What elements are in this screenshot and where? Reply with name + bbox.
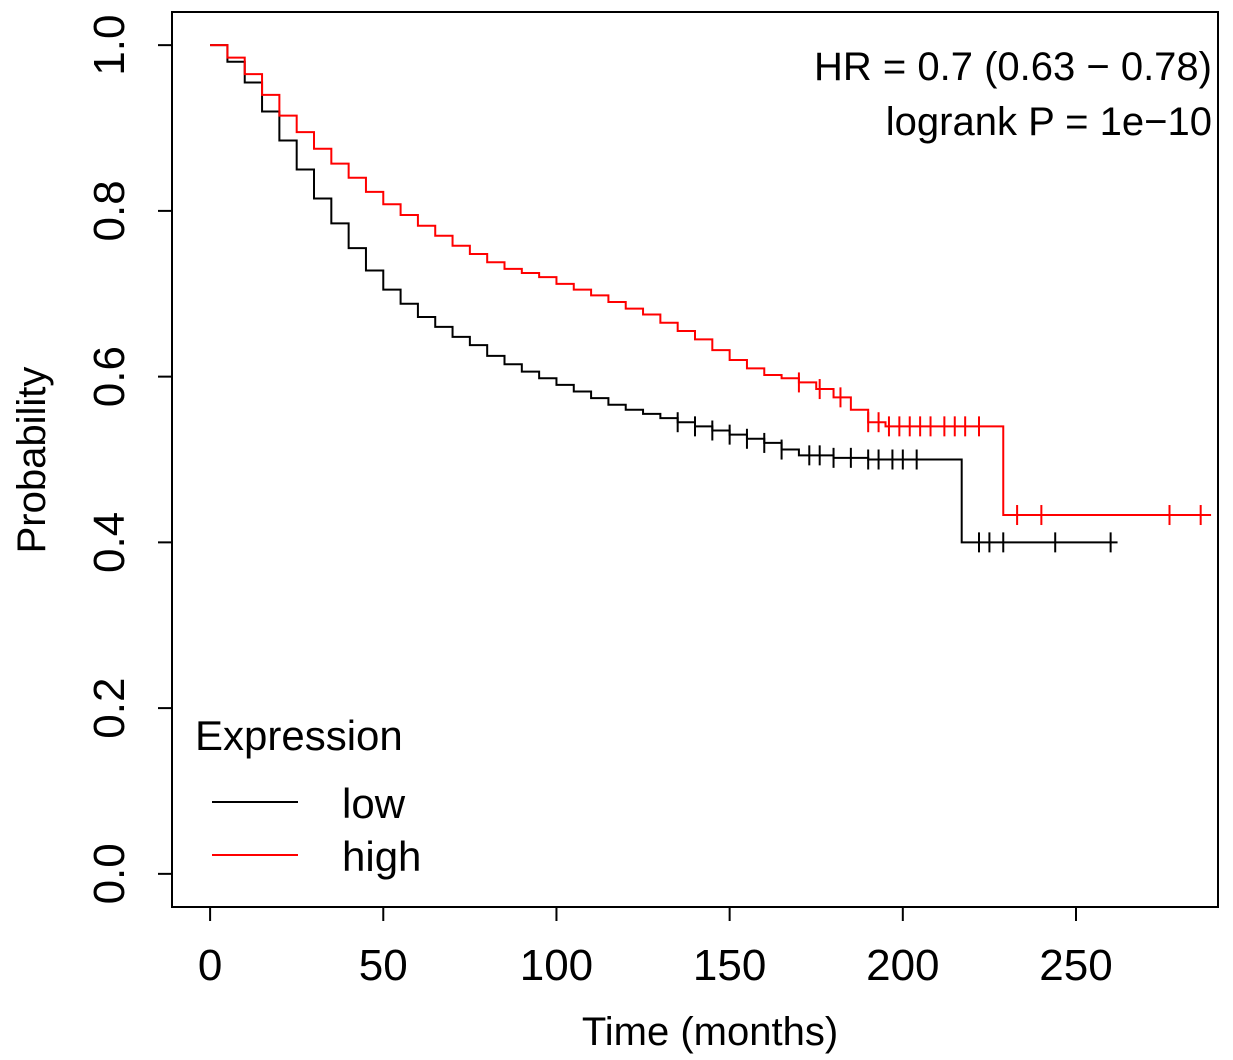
x-tick-label: 250 <box>1039 941 1112 990</box>
x-tick-label: 50 <box>359 941 408 990</box>
plot-frame <box>171 11 1219 908</box>
x-tick-label: 200 <box>866 941 939 990</box>
y-tick-label: 0.8 <box>85 180 134 241</box>
x-tick-label: 100 <box>520 941 593 990</box>
x-tick-label: 0 <box>198 941 222 990</box>
survival-curves <box>210 44 1212 553</box>
legend-label-low: low <box>342 780 406 827</box>
series-line-high <box>210 44 1212 517</box>
y-axis-title: Probability <box>10 367 54 554</box>
series-line-low <box>210 44 1118 544</box>
y-tick-label: 0.2 <box>85 678 134 739</box>
y-tick-label: 0.4 <box>85 512 134 573</box>
y-axis: 0.0 0.2 0.4 0.6 0.8 1.0 <box>85 15 173 904</box>
x-axis: 0 50 100 150 200 250 <box>198 906 1113 990</box>
x-tick-label: 150 <box>693 941 766 990</box>
y-tick-label: 1.0 <box>85 15 134 76</box>
legend-label-high: high <box>342 833 421 880</box>
x-axis-title: Time (months) <box>582 1010 838 1054</box>
y-tick-label: 0.0 <box>85 843 134 904</box>
logrank-annotation: logrank P = 1e−10 <box>886 100 1212 144</box>
y-tick-label: 0.6 <box>85 346 134 407</box>
legend-title: Expression <box>195 712 403 759</box>
hr-annotation: HR = 0.7 (0.63 − 0.78) <box>814 45 1212 89</box>
legend: Expression low high <box>195 712 421 880</box>
